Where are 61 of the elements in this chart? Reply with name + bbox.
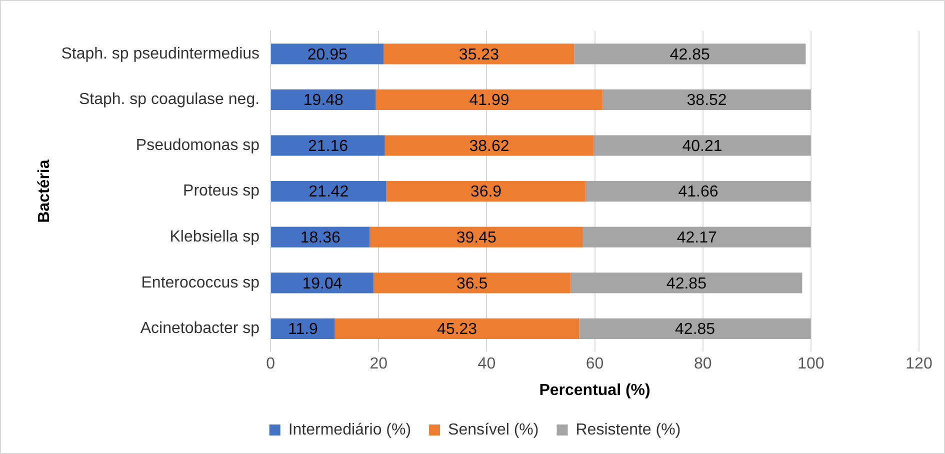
bar	[582, 226, 811, 248]
bar	[271, 226, 370, 248]
x-tick-label: 120	[906, 356, 932, 373]
y-axis-title: Bactéria	[36, 160, 54, 223]
data-label: 11.9	[288, 321, 318, 338]
data-label: 20.95	[307, 46, 348, 64]
bar	[271, 89, 376, 110]
bar	[271, 135, 385, 156]
data-label: 42.85	[670, 46, 710, 64]
x-tick-label: 20	[370, 356, 388, 373]
data-label: 41.66	[678, 184, 718, 201]
bar	[271, 180, 386, 202]
legend-label: Intermediário (%)	[288, 421, 412, 438]
bar	[376, 89, 603, 110]
bar	[570, 272, 802, 294]
y-tick-label: Staph. sp coagulase neg.	[78, 91, 260, 108]
y-tick-label: Proteus sp	[183, 182, 260, 200]
y-tick-label: Enterococcus sp	[141, 274, 260, 292]
data-label: 19.04	[302, 275, 342, 292]
bar	[271, 318, 335, 340]
data-label: 35.23	[458, 46, 500, 64]
data-label: 38.52	[686, 92, 727, 110]
bar	[586, 180, 811, 202]
y-tick-label: Acinetobacter sp	[140, 320, 260, 338]
data-label: 41.99	[469, 92, 510, 110]
bar	[271, 272, 374, 294]
bar	[334, 318, 580, 340]
legend-label: Resistente (%)	[576, 421, 681, 438]
x-tick-label: 40	[478, 356, 496, 373]
x-tick-label: 0	[266, 356, 276, 373]
data-label: 36.5	[456, 275, 488, 292]
bar	[579, 318, 811, 340]
data-label: 39.45	[456, 230, 496, 247]
data-label: 21.42	[308, 184, 349, 201]
bar	[373, 272, 571, 294]
bar	[384, 135, 594, 156]
x-tick-label: 80	[694, 356, 712, 373]
data-label: 19.48	[303, 92, 344, 110]
data-label: 42.17	[676, 230, 717, 247]
data-label: 18.36	[300, 230, 341, 247]
data-label: 42.85	[675, 321, 716, 338]
bar	[384, 44, 574, 64]
x-tick-label: 100	[798, 356, 824, 373]
data-label: 42.85	[666, 275, 707, 292]
data-label: 21.16	[308, 138, 348, 155]
bar	[271, 44, 384, 64]
x-axis-title: Percentual (%)	[539, 382, 650, 399]
y-tick-label: Klebsiella sp	[170, 228, 260, 246]
y-tick-label: Staph. sp pseudintermedius	[61, 45, 260, 62]
y-tick-label: Pseudomonas sp	[136, 136, 260, 154]
data-label: 45.23	[437, 321, 478, 338]
bar	[602, 89, 811, 110]
data-label: 40.21	[682, 138, 722, 155]
x-tick-label: 60	[586, 356, 604, 373]
legend-label: Sensível (%)	[448, 421, 539, 438]
bar	[574, 44, 806, 64]
bar	[594, 135, 811, 156]
bar	[386, 180, 586, 202]
data-label: 38.62	[469, 138, 510, 155]
data-label: 36.9	[470, 184, 502, 201]
bar	[370, 226, 583, 248]
